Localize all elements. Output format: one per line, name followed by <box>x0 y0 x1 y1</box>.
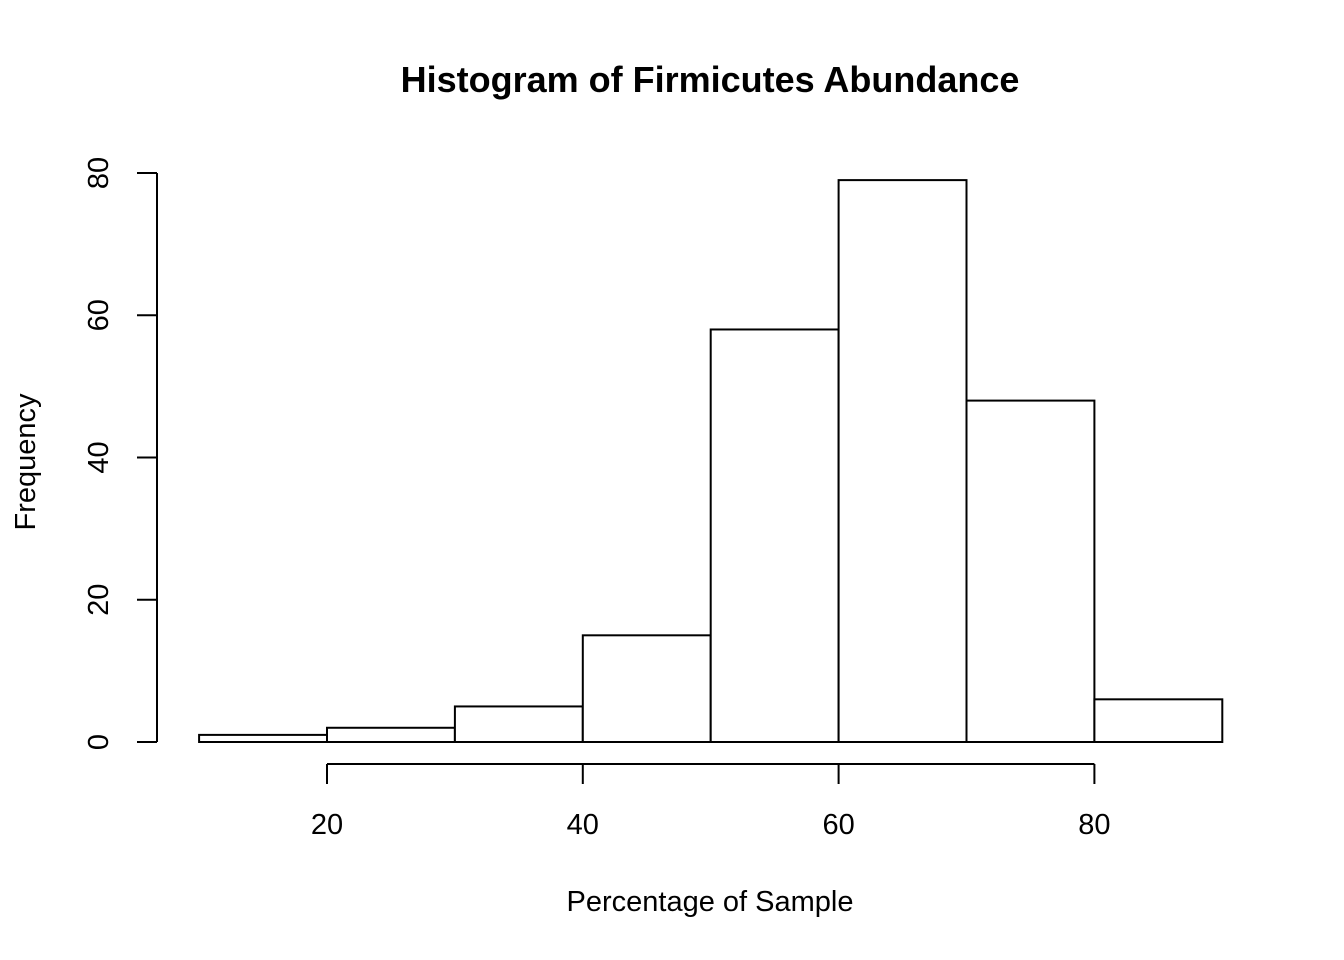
y-axis-label: Frequency <box>10 393 42 531</box>
y-tick-label-0: 0 <box>83 734 115 750</box>
histogram-bar-4 <box>709 328 840 743</box>
x-tick-label-3: 80 <box>1078 809 1110 841</box>
x-axis-label: Percentage of Sample <box>567 886 854 918</box>
x-tick-label-0: 20 <box>311 809 343 841</box>
y-tick-label-2: 40 <box>83 441 115 473</box>
y-tick-label-4: 80 <box>83 157 115 189</box>
histogram-bar-7 <box>1093 698 1224 744</box>
histogram-bar-0 <box>198 733 329 744</box>
bars-group <box>198 179 1224 744</box>
chart-title: Histogram of Firmicutes Abundance <box>401 59 1020 100</box>
x-tick-label-1: 40 <box>567 809 599 841</box>
histogram-bar-1 <box>326 726 456 744</box>
histogram-bar-6 <box>965 399 1096 743</box>
histogram-bar-5 <box>837 179 968 744</box>
x-axis: 20 40 60 80 <box>311 763 1111 841</box>
y-axis: 0 20 40 60 80 <box>83 157 158 750</box>
histogram-bar-3 <box>581 634 712 743</box>
x-tick-label-2: 60 <box>822 809 854 841</box>
y-tick-label-1: 20 <box>83 584 115 616</box>
y-tick-label-3: 60 <box>83 299 115 331</box>
histogram-bar-2 <box>453 705 584 743</box>
